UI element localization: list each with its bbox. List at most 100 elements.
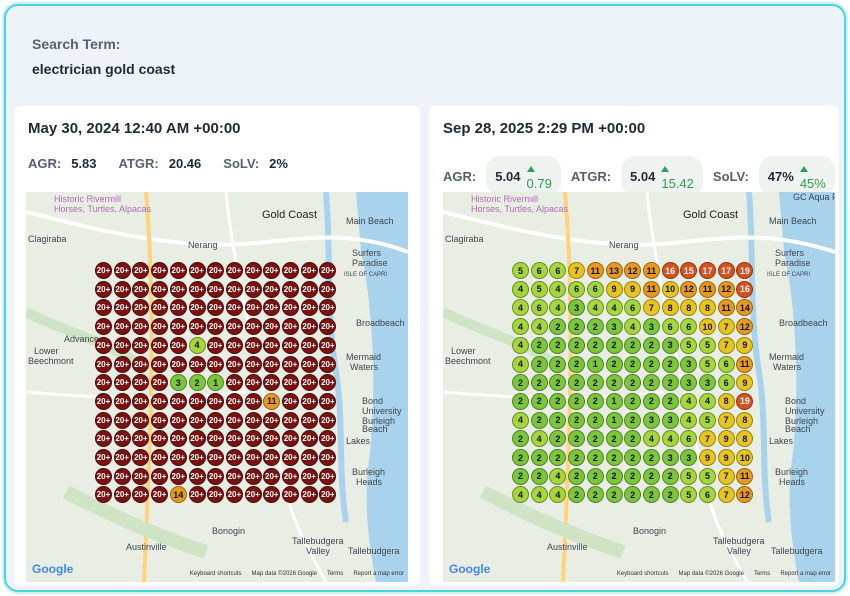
rank-pin[interactable]: 20+ <box>244 280 262 298</box>
report-error-link[interactable]: Report a map error <box>780 571 831 577</box>
rank-pin[interactable]: 6 <box>530 299 548 317</box>
rank-pin[interactable]: 20+ <box>132 486 150 504</box>
rank-pin[interactable]: 20+ <box>207 280 225 298</box>
rank-pin[interactable]: 20+ <box>319 280 337 298</box>
rank-pin[interactable]: 20+ <box>300 355 318 373</box>
rank-pin[interactable]: 3 <box>568 299 586 317</box>
rank-pin[interactable]: 4 <box>605 299 623 317</box>
rank-pin[interactable]: 2 <box>568 449 586 466</box>
rank-pin[interactable]: 2 <box>586 486 604 504</box>
rank-pin[interactable]: 20+ <box>95 449 112 466</box>
rank-pin[interactable]: 8 <box>736 430 754 448</box>
rank-pin[interactable]: 20+ <box>151 374 169 392</box>
rank-pin[interactable]: 2 <box>512 449 529 466</box>
rank-pin[interactable]: 6 <box>624 299 642 317</box>
rank-pin[interactable]: 20+ <box>151 355 169 373</box>
rank-pin[interactable]: 20+ <box>169 411 187 429</box>
rank-pin[interactable]: 10 <box>699 318 716 336</box>
keyboard-shortcuts-link[interactable]: Keyboard shortcuts <box>616 571 669 577</box>
rank-pin[interactable]: 7 <box>717 318 735 336</box>
rank-pin[interactable]: 2 <box>661 486 679 504</box>
rank-pin[interactable]: 20+ <box>244 392 262 410</box>
rank-pin[interactable]: 2 <box>568 318 586 336</box>
rank-pin[interactable]: 1 <box>605 392 623 410</box>
rank-pin[interactable]: 14 <box>169 486 187 504</box>
rank-pin[interactable]: 11 <box>717 299 735 317</box>
rank-pin[interactable]: 2 <box>568 430 586 448</box>
rank-pin[interactable]: 4 <box>624 318 642 336</box>
rank-pin[interactable]: 20+ <box>151 262 169 279</box>
rank-pin[interactable]: 2 <box>549 355 567 373</box>
rank-pin[interactable]: 20+ <box>113 411 131 429</box>
rank-pin[interactable]: 19 <box>736 262 754 279</box>
rank-pin[interactable]: 2 <box>549 336 567 354</box>
rank-pin[interactable]: 2 <box>530 392 548 410</box>
rank-pin[interactable]: 6 <box>680 430 698 448</box>
rank-pin[interactable]: 4 <box>549 299 567 317</box>
rank-pin[interactable]: 2 <box>549 411 567 429</box>
rank-pin[interactable]: 4 <box>680 392 698 410</box>
rank-pin[interactable]: 6 <box>549 262 567 279</box>
rank-pin[interactable]: 20+ <box>132 318 150 336</box>
rank-pin[interactable]: 2 <box>642 355 660 373</box>
rank-pin[interactable]: 2 <box>624 374 642 392</box>
rank-pin[interactable]: 10 <box>661 280 679 298</box>
rank-pin[interactable]: 6 <box>568 280 586 298</box>
rank-pin[interactable]: 12 <box>736 486 754 504</box>
rank-pin[interactable]: 1 <box>605 411 623 429</box>
rank-pin[interactable]: 20+ <box>263 430 281 448</box>
rank-pin[interactable]: 20+ <box>188 299 206 317</box>
rank-pin[interactable]: 20+ <box>132 299 150 317</box>
rank-pin[interactable]: 20+ <box>319 430 337 448</box>
rank-pin[interactable]: 12 <box>736 318 754 336</box>
rank-pin[interactable]: 20+ <box>188 411 206 429</box>
rank-pin[interactable]: 20+ <box>244 411 262 429</box>
rank-pin[interactable]: 2 <box>642 486 660 504</box>
rank-pin[interactable]: 20+ <box>151 392 169 410</box>
rank-pin[interactable]: 2 <box>530 411 548 429</box>
rank-pin[interactable]: 2 <box>586 467 604 485</box>
rank-pin[interactable]: 6 <box>717 355 735 373</box>
rank-pin[interactable]: 2 <box>530 336 548 354</box>
rank-pin[interactable]: 20+ <box>282 262 299 279</box>
rank-pin[interactable]: 20+ <box>169 449 187 466</box>
rank-pin[interactable]: 20+ <box>169 392 187 410</box>
rank-pin[interactable]: 20+ <box>95 299 112 317</box>
rank-pin[interactable]: 20+ <box>95 355 112 373</box>
terms-link[interactable]: Terms <box>753 571 771 577</box>
rank-pin[interactable]: 20+ <box>282 449 299 466</box>
rank-pin[interactable]: 20+ <box>113 486 131 504</box>
rank-pin[interactable]: 2 <box>642 449 660 466</box>
rank-pin[interactable]: 9 <box>605 280 623 298</box>
rank-pin[interactable]: 20+ <box>263 467 281 485</box>
rank-pin[interactable]: 20+ <box>188 262 206 279</box>
rank-pin[interactable]: 2 <box>530 374 548 392</box>
rank-pin[interactable]: 2 <box>661 355 679 373</box>
rank-pin[interactable]: 20+ <box>113 430 131 448</box>
rank-pin[interactable]: 20+ <box>225 336 243 354</box>
rank-grid-map[interactable]: Historic Rivermill Horses, Turtles, Alpa… <box>26 192 408 582</box>
rank-pin[interactable]: 3 <box>680 374 698 392</box>
rank-pin[interactable]: 20+ <box>95 318 112 336</box>
rank-pin[interactable]: 20+ <box>169 262 187 279</box>
rank-pin[interactable]: 20+ <box>244 336 262 354</box>
rank-pin[interactable]: 20+ <box>151 299 169 317</box>
rank-pin[interactable]: 2 <box>512 392 529 410</box>
rank-pin[interactable]: 19 <box>736 392 754 410</box>
rank-pin[interactable]: 2 <box>530 449 548 466</box>
rank-pin[interactable]: 2 <box>624 467 642 485</box>
rank-pin[interactable]: 20+ <box>225 374 243 392</box>
rank-pin[interactable]: 2 <box>530 355 548 373</box>
rank-pin[interactable]: 2 <box>512 374 529 392</box>
rank-pin[interactable]: 7 <box>642 299 660 317</box>
rank-pin[interactable]: 7 <box>717 336 735 354</box>
rank-pin[interactable]: 2 <box>586 449 604 466</box>
rank-pin[interactable]: 20+ <box>207 299 225 317</box>
rank-pin[interactable]: 2 <box>568 467 586 485</box>
rank-pin[interactable]: 20+ <box>300 467 318 485</box>
rank-pin[interactable]: 20+ <box>319 299 337 317</box>
rank-pin[interactable]: 2 <box>530 467 548 485</box>
rank-pin[interactable]: 20+ <box>95 280 112 298</box>
rank-pin[interactable]: 20+ <box>263 411 281 429</box>
rank-pin[interactable]: 2 <box>624 411 642 429</box>
